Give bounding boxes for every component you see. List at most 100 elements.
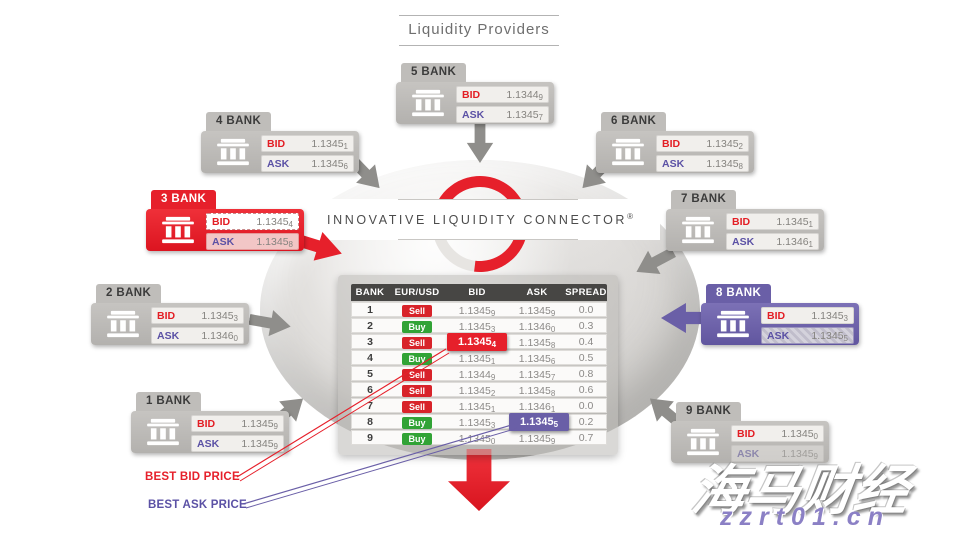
best-bid-cell: 1.13454 [445, 332, 509, 351]
ask-cell: 1.13459 [518, 432, 556, 446]
ask-quote-highlighted: ASK 1.13455 [761, 327, 854, 344]
ask-cell: 1.13458 [518, 384, 556, 398]
bank-number: 2 [367, 319, 373, 332]
table-header-row: BANK EUR/USD BID ASK SPREAD [351, 284, 607, 301]
ask-price: 1.13459 [241, 437, 278, 451]
ask-label: ASK [462, 108, 485, 121]
bid-price: 1.13449 [506, 88, 543, 102]
bid-label: BID [197, 417, 216, 430]
bid-price: 1.13454 [256, 215, 293, 229]
buy-badge: Buy [402, 416, 432, 429]
side-cell: Sell [389, 301, 445, 319]
bid-price: 1.13459 [241, 417, 278, 431]
ask-quote: ASK 1.13457 [456, 106, 549, 123]
ask-label: ASK [737, 447, 760, 460]
arrow-from-bank5 [465, 121, 495, 163]
bank-card-4: 4 BANK BID 1.13451 ASK 1.13456 [201, 112, 359, 173]
sell-badge: Sell [402, 336, 432, 349]
bid-cell: 1.13451 [458, 352, 496, 366]
bid-quote: BID 1.13450 [731, 425, 824, 442]
col-header-ask: ASK [526, 287, 548, 298]
bank-card-title: 1 BANK [136, 392, 202, 411]
bank-card-title: 4 BANK [206, 112, 272, 131]
ask-quote: ASK 1.13460 [151, 327, 244, 344]
ask-quote: ASK 1.13456 [261, 155, 354, 172]
bid-cell: 1.13451 [458, 400, 496, 414]
bid-quote: BID 1.13453 [151, 307, 244, 324]
buy-badge: Buy [402, 352, 432, 365]
bank-number: 9 [367, 431, 373, 444]
bank-number: 4 [367, 351, 373, 364]
table-row: 5 Sell 1.13449 1.13457 0.8 [351, 366, 607, 382]
bank-number: 8 [367, 415, 373, 428]
bank-card-3-best-bid: 3 BANK BID 1.13454 ASK 1.13458 [146, 190, 304, 251]
best-bid-price-label: BEST BID PRICE [145, 471, 240, 483]
divider [398, 239, 578, 240]
table-row: 4 Buy 1.13451 1.13456 0.5 [351, 350, 607, 366]
spread-cell: 0.5 [578, 351, 594, 364]
bank-number: 7 [367, 399, 373, 412]
spread-cell: 0.4 [578, 335, 594, 348]
ask-quote: ASK 1.13458 [206, 233, 299, 250]
bid-price: 1.13450 [781, 427, 818, 441]
bank-card-title: 7 BANK [671, 190, 737, 209]
table-row: 1 Sell 1.13459 1.13459 0.0 [351, 301, 607, 319]
spread-cell: 0.6 [578, 383, 594, 396]
bank-icon [162, 216, 194, 244]
bank-card-8-best-ask: 8 BANK BID 1.13453 ASK 1.13455 [701, 284, 859, 345]
bid-cell: 1.13459 [458, 304, 496, 318]
ask-price: 1.13456 [311, 157, 348, 171]
col-header-spread: SPREAD [565, 287, 607, 298]
ask-price: 1.13457 [506, 108, 543, 122]
bid-cell: 1.13452 [458, 384, 496, 398]
sell-badge: Sell [402, 368, 432, 381]
table-row: 7 Sell 1.13451 1.13461 0.0 [351, 398, 607, 414]
bank-icon [412, 89, 444, 117]
table-row-best-bid: 3 Sell 1.13454 1.13458 0.4 [351, 332, 607, 351]
bank-icon [612, 138, 644, 166]
bid-label: BID [212, 215, 231, 228]
bank-icon [147, 418, 179, 446]
bank-number: 3 [367, 335, 373, 348]
bid-quote: BID 1.13451 [261, 135, 354, 152]
bank-card-6: 6 BANK BID 1.13452 ASK 1.13458 [596, 112, 754, 173]
ask-quote: ASK 1.13458 [656, 155, 749, 172]
table-row: 9 Buy 1.13450 1.13459 0.7 [351, 429, 607, 447]
spread-cell: 0.3 [578, 319, 594, 332]
bid-label: BID [767, 309, 786, 322]
spread-cell: 0.0 [578, 303, 594, 316]
col-header-bid: BID [468, 287, 486, 298]
spread-cell: 0.0 [578, 399, 594, 412]
ask-label: ASK [267, 157, 290, 170]
sell-badge: Sell [402, 304, 432, 317]
bid-quote: BID 1.13459 [191, 415, 284, 432]
bank-icon [107, 310, 139, 338]
side-cell: Buy [389, 429, 445, 447]
bid-price: 1.13451 [311, 137, 348, 151]
bid-quote: BID 1.13452 [656, 135, 749, 152]
bid-price: 1.13452 [706, 137, 743, 151]
ask-price: 1.13459 [781, 447, 818, 461]
bid-cell: 1.13450 [458, 432, 496, 446]
sell-badge: Sell [402, 400, 432, 413]
watermark-url: zzrt01.cn [720, 503, 890, 531]
bid-price: 1.13453 [201, 309, 238, 323]
ask-label: ASK [212, 235, 235, 248]
ask-label: ASK [157, 329, 180, 342]
ask-cell: 1.13460 [518, 320, 556, 334]
ask-cell: 1.13457 [518, 368, 556, 382]
bid-price: 1.13453 [811, 309, 848, 323]
ask-label: ASK [197, 437, 220, 450]
bank-card-title: 8 BANK [706, 284, 772, 303]
best-bid-highlight: 1.13454 [446, 333, 508, 351]
table-row-best-ask: 8 Buy 1.13453 1.13455 0.2 [351, 412, 607, 431]
ask-price: 1.13458 [256, 235, 293, 249]
best-ask-cell: 1.13455 [509, 412, 570, 431]
registered-mark: ® [627, 211, 633, 221]
side-cell: Sell [389, 333, 445, 351]
spread-cell: 0.2 [578, 415, 594, 428]
connector-band: INNOVATIVE LIQUIDITY CONNECTOR® [300, 199, 660, 240]
bid-quote: BID 1.13449 [456, 86, 549, 103]
bank-card-7: 7 BANK BID 1.13451 ASK 1.13461 [666, 190, 824, 251]
